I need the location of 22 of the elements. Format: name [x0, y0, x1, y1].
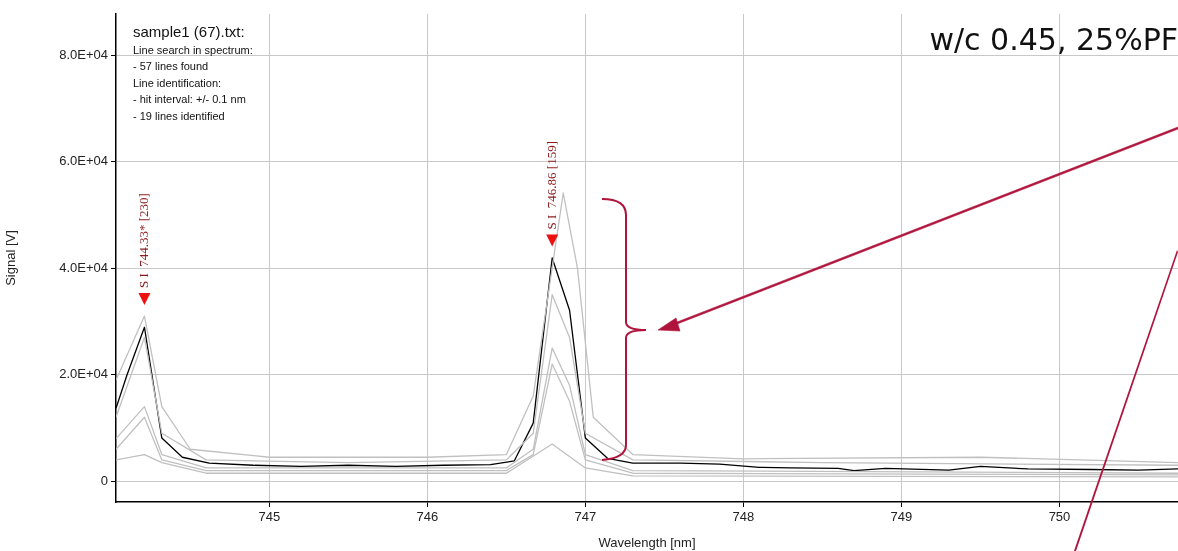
x-tick-label: 747	[574, 509, 597, 525]
y-axis-title: Signal [V]	[3, 230, 19, 286]
annotation: - hit interval: +/- 0.1 nm	[133, 93, 246, 106]
y-tick-label: 8.0E+04	[59, 46, 108, 62]
annotation: S I 746.86 [159]	[543, 141, 559, 230]
x-tick-label: 750	[1048, 509, 1071, 525]
y-tick-label: 6.0E+04	[59, 153, 108, 169]
x-tick-label: 745	[258, 509, 281, 525]
chart-subtitle: w/c 0.45, 25%PF	[929, 22, 1178, 57]
annotation: Line search in spectrum:	[133, 43, 253, 56]
annotation: S I 744.33* [230]	[135, 193, 151, 289]
text: sample1 (67).txt:	[133, 22, 245, 40]
y-tick-label: 0	[100, 472, 108, 488]
annotation: - 19 lines identified	[133, 109, 225, 122]
x-tick-label: 749	[890, 509, 913, 525]
y-tick-label: 2.0E+04	[59, 366, 108, 382]
x-tick-label: 748	[732, 509, 755, 525]
annotation: Line identification:	[133, 76, 222, 89]
x-tick-label: 746	[416, 509, 439, 525]
y-tick-label: 4.0E+04	[59, 259, 108, 275]
annotation: - 57 lines found	[133, 60, 209, 73]
x-axis-title: Wavelength [nm]	[598, 534, 696, 550]
